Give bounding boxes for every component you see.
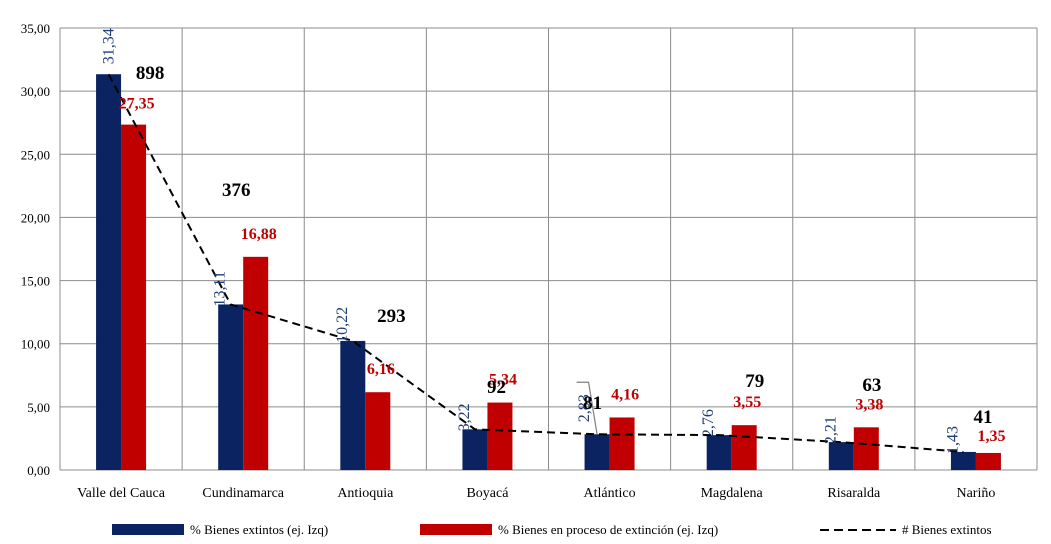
label-bienes-extintos: 2,21 xyxy=(822,416,839,444)
bar-bienes-extintos xyxy=(462,429,488,470)
category-label: Nariño xyxy=(956,486,995,501)
x-axis-categories: Valle del Cauca Cundinamarca Antioquia Boya… xyxy=(77,486,995,501)
y-tick-label: 35,00 xyxy=(21,21,50,36)
category-label: Atlántico xyxy=(584,486,636,501)
label-count: 898 xyxy=(136,63,165,84)
bar-bienes-en-proceso xyxy=(975,452,1001,470)
category-label: Antioquia xyxy=(337,486,394,501)
y-tick-label: 0,00 xyxy=(27,463,50,478)
label-count: 79 xyxy=(745,371,764,392)
category-label: Boyacá xyxy=(466,486,509,501)
data-labels: 31,34 13,11 10,22 3,22 2,83 2,76 2,21 1,43 27,35… xyxy=(101,28,1006,454)
legend-swatch-bienes-extintos xyxy=(112,524,184,535)
label-bienes-extintos: 2,83 xyxy=(576,394,593,422)
label-bienes-extintos: 13,11 xyxy=(212,271,229,306)
label-bienes-en-proceso: 16,88 xyxy=(241,226,277,243)
bar-bienes-en-proceso xyxy=(243,256,269,470)
bar-bienes-extintos xyxy=(584,434,610,470)
label-bienes-en-proceso: 5,34 xyxy=(489,372,517,389)
legend: % Bienes extintos (ej. Izq) % Bienes en p… xyxy=(112,522,992,537)
y-tick-label: 30,00 xyxy=(21,84,50,99)
label-count: 63 xyxy=(862,375,881,396)
legend-swatch-bienes-en-proceso xyxy=(420,524,492,535)
y-tick-label: 10,00 xyxy=(21,337,50,352)
label-bienes-extintos: 1,43 xyxy=(944,426,961,454)
bar-bienes-extintos xyxy=(340,340,366,470)
y-tick-label: 15,00 xyxy=(21,274,50,289)
category-label: Risaralda xyxy=(827,486,881,501)
bar-bienes-en-proceso xyxy=(365,392,391,470)
bar-bienes-en-proceso xyxy=(487,402,513,470)
label-bienes-extintos: 2,76 xyxy=(700,409,717,437)
label-bienes-en-proceso: 4,16 xyxy=(611,386,639,403)
y-tick-label: 25,00 xyxy=(21,147,50,162)
bar-bienes-extintos xyxy=(950,451,976,470)
count-line-path xyxy=(107,73,964,453)
bar-bienes-extintos xyxy=(828,442,854,470)
label-leader-line xyxy=(576,381,598,435)
label-count: 293 xyxy=(377,306,406,327)
category-label: Cundinamarca xyxy=(202,486,284,501)
legend-label-bienes-en-proceso: % Bienes en proceso de extinción (ej. Iz… xyxy=(498,522,718,537)
bars xyxy=(96,74,1001,470)
bar-bienes-extintos xyxy=(218,304,244,470)
bar-bienes-en-proceso xyxy=(731,425,757,470)
label-bienes-en-proceso: 1,35 xyxy=(977,428,1005,445)
y-tick-label: 5,00 xyxy=(27,400,50,415)
bar-bienes-extintos xyxy=(96,74,122,470)
count-line xyxy=(107,73,964,453)
label-bienes-en-proceso: 3,55 xyxy=(733,394,761,411)
y-axis-ticks: 0,00 5,00 10,00 15,00 20,00 25,00 30,00 35,00 xyxy=(21,21,50,478)
label-count: 92 xyxy=(487,377,506,398)
label-bienes-extintos: 3,22 xyxy=(456,403,473,431)
label-bienes-en-proceso: 27,35 xyxy=(119,96,155,113)
bar-bienes-extintos xyxy=(706,435,732,470)
category-label: Magdalena xyxy=(701,486,764,501)
label-count: 41 xyxy=(973,407,992,428)
label-bienes-en-proceso: 3,38 xyxy=(855,396,883,413)
label-count: 81 xyxy=(583,393,602,414)
legend-label-bienes-extintos: % Bienes extintos (ej. Izq) xyxy=(190,522,328,537)
label-count: 376 xyxy=(222,180,251,201)
legend-label-count-line: # Bienes extintos xyxy=(902,522,992,537)
label-bienes-extintos: 31,34 xyxy=(101,28,118,64)
category-label: Valle del Cauca xyxy=(77,486,166,501)
label-bienes-en-proceso: 6,16 xyxy=(367,361,395,378)
label-bienes-extintos: 10,22 xyxy=(334,307,351,343)
bar-bienes-en-proceso xyxy=(609,417,635,470)
bar-bienes-en-proceso xyxy=(853,427,879,470)
y-tick-label: 20,00 xyxy=(21,210,50,225)
grid-lines xyxy=(59,27,1038,471)
bar-bienes-en-proceso xyxy=(121,124,147,470)
